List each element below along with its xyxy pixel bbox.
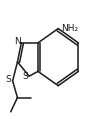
Text: S: S bbox=[5, 75, 11, 84]
Text: N: N bbox=[14, 37, 21, 46]
Text: S: S bbox=[22, 72, 28, 81]
Text: NH₂: NH₂ bbox=[61, 24, 78, 33]
